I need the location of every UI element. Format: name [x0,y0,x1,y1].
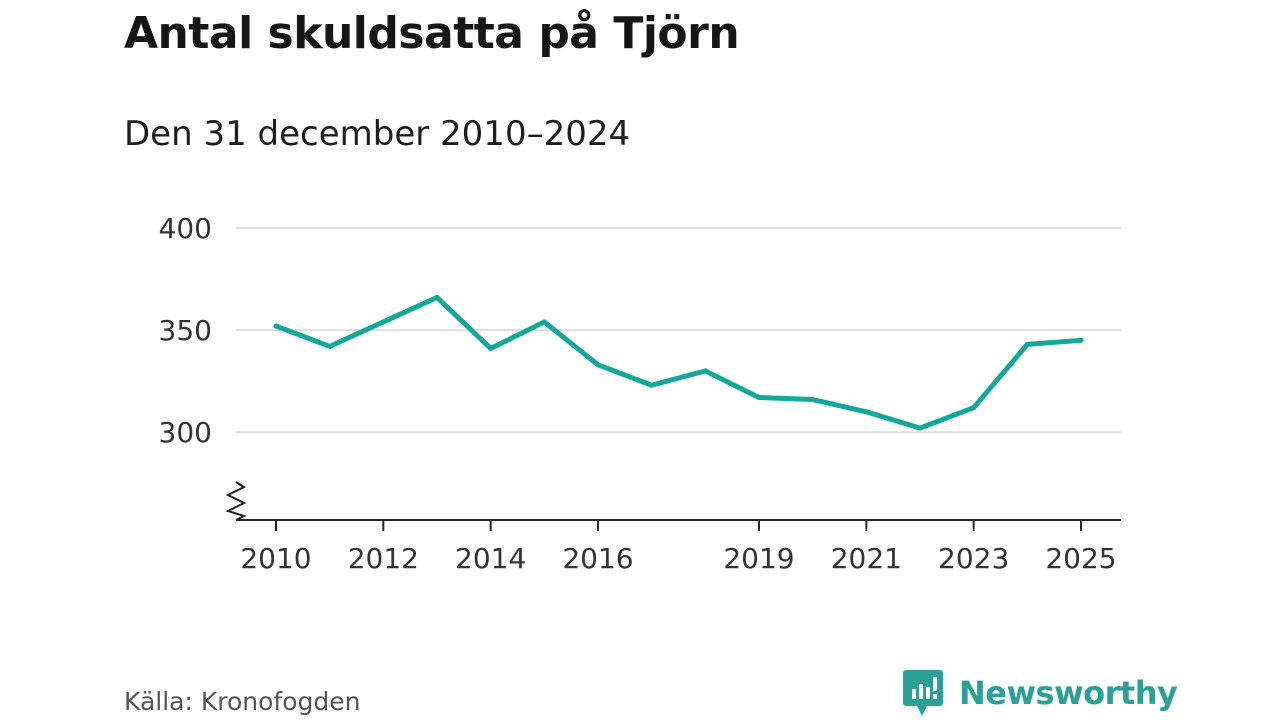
x-tick-label: 2016 [562,542,633,575]
data-point [488,345,494,351]
data-point [863,409,869,415]
y-axis-break-icon [225,481,247,521]
brand-logo: Newsworthy [903,670,1178,716]
x-tick-label: 2014 [455,542,526,575]
data-point [649,382,655,388]
data-point [595,362,601,368]
data-point [327,343,333,349]
bar-chart-bubble-icon [903,670,943,716]
y-tick-label: 350 [159,314,212,347]
x-tick-label: 2012 [348,542,419,575]
x-tick-label: 2019 [723,542,794,575]
chart-subtitle: Den 31 december 2010–2024 [124,114,631,154]
data-point [1078,337,1084,343]
data-point [380,319,386,325]
data-point [702,368,708,374]
data-point [541,319,547,325]
source-note: Källa: Kronofogden [124,687,361,716]
grid-lines [236,227,1121,434]
y-tick-labels: 300 350 400 [159,212,212,449]
data-point [434,294,440,300]
data-point [273,323,279,329]
x-tick-label: 2025 [1045,542,1116,575]
data-point [810,397,816,403]
data-point [971,405,977,411]
chart-title: Antal skuldsatta på Tjörn [124,8,740,59]
y-tick-label: 400 [159,212,212,245]
x-tick-label: 2010 [240,542,311,575]
data-point [917,425,923,431]
y-tick-label: 300 [159,416,212,449]
data-point [756,394,762,400]
data-point [1024,341,1030,347]
series-group [273,294,1084,431]
brand-name: Newsworthy [959,674,1178,712]
series-line [273,294,1084,431]
x-ticks: 2010 2012 2014 2016 2019 2021 2023 2025 [240,520,1117,575]
x-tick-label: 2021 [831,542,902,575]
x-tick-label: 2023 [938,542,1009,575]
